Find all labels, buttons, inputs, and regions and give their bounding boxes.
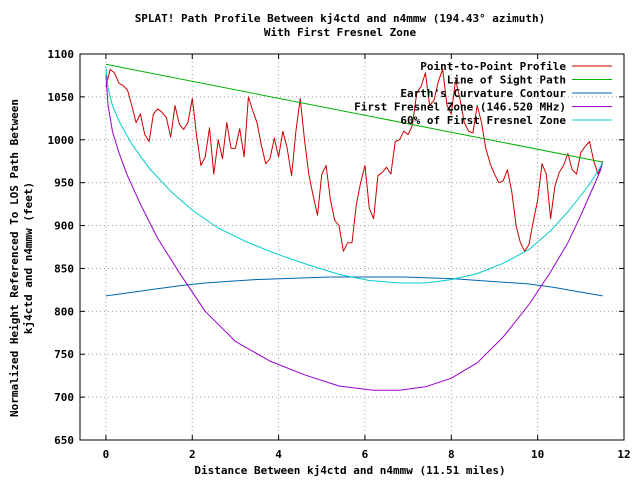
y-tick-label: 650 <box>54 434 74 447</box>
series-line-2 <box>105 63 603 163</box>
y-axis-label-line-2: kj4ctd and n4mmw (feet) <box>22 182 35 334</box>
y-tick-label: 700 <box>54 391 74 404</box>
y-tick-label: 750 <box>54 348 74 361</box>
data-series <box>105 63 604 391</box>
y-axis-label-line-1: Normalized Height Referenced To LOS Path… <box>8 99 21 417</box>
legend-label: Earth's Curvature Contour <box>400 87 566 100</box>
y-tick-label: 900 <box>54 220 74 233</box>
x-tick-label: 2 <box>189 448 196 461</box>
y-tick-label: 950 <box>54 177 74 190</box>
legend-label: Point-to-Point Profile <box>420 60 566 73</box>
chart-title: SPLAT! Path Profile Between kj4ctd and n… <box>135 12 546 25</box>
legend-label: First Fresnel Zone (146.520 MHz) <box>354 101 566 114</box>
chart-subtitle: With First Fresnel Zone <box>264 26 417 39</box>
series-line-4 <box>105 75 604 391</box>
series-line-3 <box>105 276 603 297</box>
y-tick-label: 1050 <box>48 91 75 104</box>
x-tick-label: 8 <box>448 448 455 461</box>
x-tick-label: 12 <box>617 448 630 461</box>
legend-label: 60% of First Fresnel Zone <box>400 114 566 127</box>
x-tick-label: 6 <box>362 448 369 461</box>
legend-label: Line of Sight Path <box>447 74 566 87</box>
y-tick-label: 1000 <box>48 134 75 147</box>
y-tick-label: 800 <box>54 305 74 318</box>
grid-lines <box>80 54 624 440</box>
y-axis-ticks: 650 700 750 800 850 900 950 1000 1050 1100 <box>48 48 624 447</box>
plot-area-frame <box>79 53 625 441</box>
x-tick-label: 4 <box>275 448 282 461</box>
y-tick-label: 850 <box>54 262 74 275</box>
series-line-5 <box>105 66 604 284</box>
x-tick-label: 0 <box>103 448 110 461</box>
x-axis-label: Distance Between kj4ctd and n4mmw (11.51… <box>194 464 505 477</box>
series-line-1 <box>105 68 604 252</box>
x-tick-label: 10 <box>531 448 544 461</box>
y-tick-label: 1100 <box>48 48 75 61</box>
x-axis-ticks: 0 2 4 6 8 10 12 <box>103 54 631 461</box>
